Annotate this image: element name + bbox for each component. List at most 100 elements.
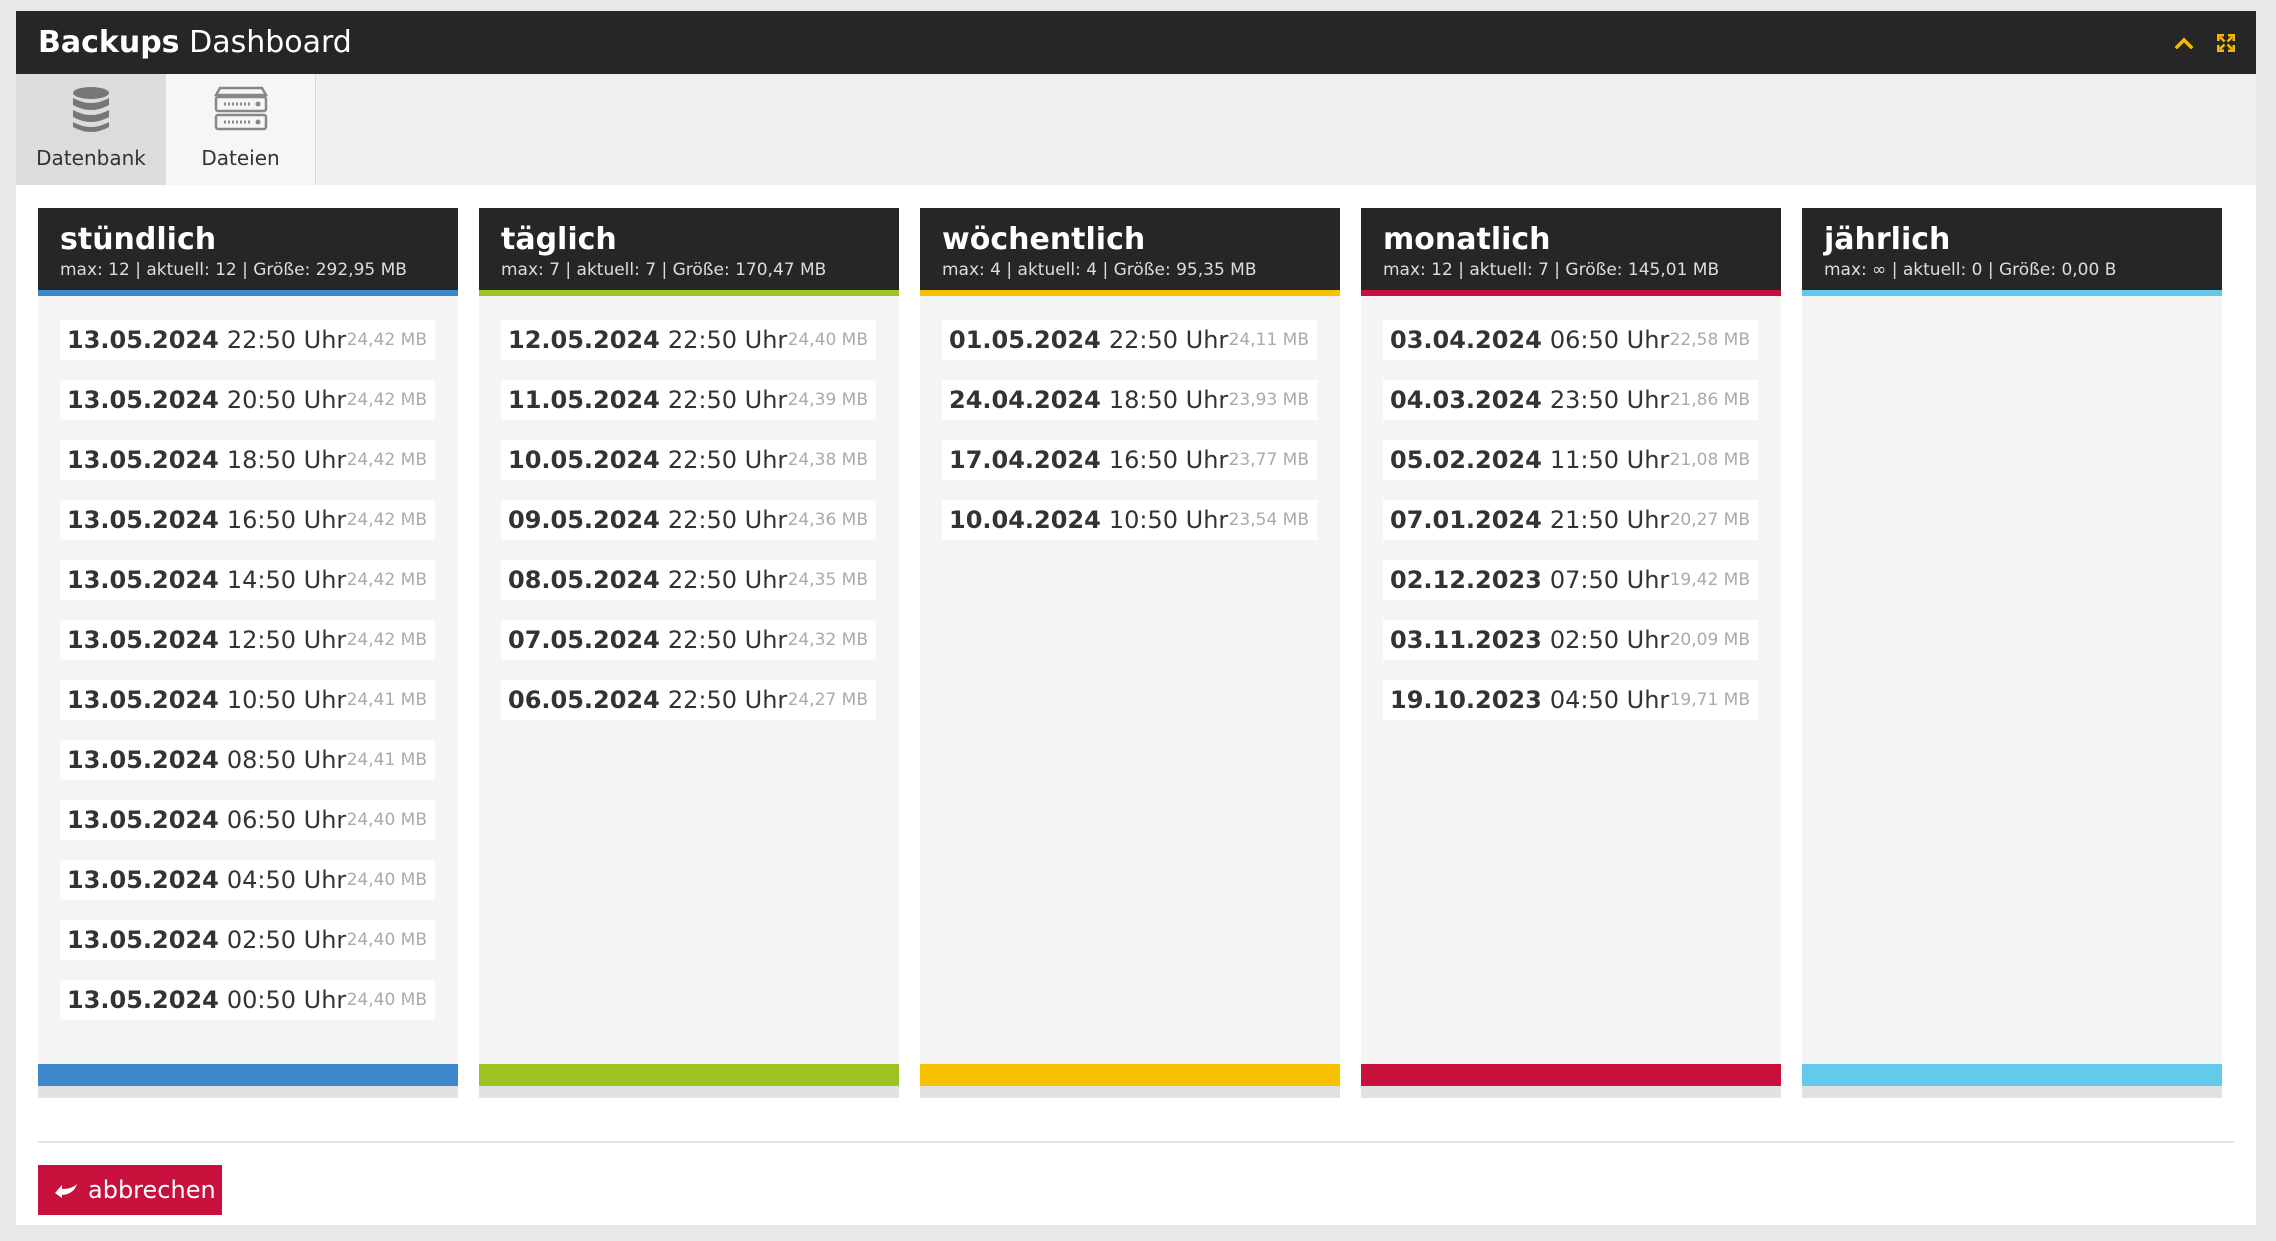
backup-entry[interactable]: 02.12.2023 07:50 Uhr 19,42 MB	[1383, 560, 1758, 600]
backup-entry[interactable]: 12.05.2024 22:50 Uhr 24,40 MB	[501, 320, 876, 360]
backup-date: 03.11.2023	[1390, 626, 1542, 654]
chevron-up-icon	[2175, 37, 2193, 49]
backup-entry[interactable]: 09.05.2024 22:50 Uhr 24,36 MB	[501, 500, 876, 540]
tab-dateien-label: Dateien	[201, 146, 280, 170]
backup-entry[interactable]: 13.05.2024 02:50 Uhr 24,40 MB	[60, 920, 435, 960]
server-icon	[213, 82, 268, 138]
backup-entry[interactable]: 13.05.2024 18:50 Uhr 24,42 MB	[60, 440, 435, 480]
column-footer-bar	[479, 1064, 899, 1086]
tab-datenbank[interactable]: Datenbank	[16, 74, 166, 185]
tab-datenbank-label: Datenbank	[36, 146, 146, 170]
column-meta: max: 7 | aktuell: 7 | Größe: 170,47 MB	[501, 260, 827, 280]
backup-size: 24,42 MB	[346, 390, 427, 410]
backup-size: 24,41 MB	[346, 750, 427, 770]
column-title: wöchentlich	[942, 222, 1146, 257]
backup-date: 13.05.2024	[67, 986, 219, 1014]
column-header: jährlich max: ∞ | aktuell: 0 | Größe: 0,0…	[1802, 208, 2222, 290]
backup-size: 20,27 MB	[1669, 510, 1750, 530]
backup-entry[interactable]: 04.03.2024 23:50 Uhr 21,86 MB	[1383, 380, 1758, 420]
backup-entry[interactable]: 10.04.2024 10:50 Uhr 23,54 MB	[942, 500, 1317, 540]
backup-entry[interactable]: 13.05.2024 14:50 Uhr 24,42 MB	[60, 560, 435, 600]
backup-size: 24,40 MB	[346, 870, 427, 890]
backup-time: 22:50 Uhr	[667, 626, 788, 654]
backup-time: 11:50 Uhr	[1549, 446, 1670, 474]
return-arrow-icon	[54, 1181, 78, 1199]
expand-button[interactable]	[2206, 11, 2246, 74]
backup-size: 21,08 MB	[1669, 450, 1750, 470]
backup-date: 08.05.2024	[508, 566, 660, 594]
backup-entry[interactable]: 10.05.2024 22:50 Uhr 24,38 MB	[501, 440, 876, 480]
backup-entry[interactable]: 07.05.2024 22:50 Uhr 24,32 MB	[501, 620, 876, 660]
backup-date: 01.05.2024	[949, 326, 1101, 354]
backup-size: 19,71 MB	[1669, 690, 1750, 710]
backups-dashboard-window: Backups Dashboard	[16, 11, 2256, 1225]
backup-column-woechentlich: wöchentlich max: 4 | aktuell: 4 | Größe: …	[920, 208, 1340, 1098]
backup-entry[interactable]: 07.01.2024 21:50 Uhr 20,27 MB	[1383, 500, 1758, 540]
backup-entry[interactable]: 13.05.2024 20:50 Uhr 24,42 MB	[60, 380, 435, 420]
backup-size: 21,86 MB	[1669, 390, 1750, 410]
backup-time: 22:50 Uhr	[1108, 326, 1229, 354]
backup-entry[interactable]: 13.05.2024 00:50 Uhr 24,40 MB	[60, 980, 435, 1020]
window-title-strong: Backups	[38, 25, 180, 60]
column-title: jährlich	[1824, 222, 1951, 257]
backup-entry[interactable]: 06.05.2024 22:50 Uhr 24,27 MB	[501, 680, 876, 720]
backup-time: 21:50 Uhr	[1549, 506, 1670, 534]
backup-time: 22:50 Uhr	[667, 326, 788, 354]
column-accent-bar	[479, 290, 899, 296]
backup-date: 09.05.2024	[508, 506, 660, 534]
backup-entry[interactable]: 13.05.2024 06:50 Uhr 24,40 MB	[60, 800, 435, 840]
backup-size: 24,42 MB	[346, 630, 427, 650]
backup-entry[interactable]: 01.05.2024 22:50 Uhr 24,11 MB	[942, 320, 1317, 360]
column-footer-bar	[920, 1064, 1340, 1086]
backup-time: 10:50 Uhr	[1108, 506, 1229, 534]
backup-date: 13.05.2024	[67, 866, 219, 894]
backup-time: 07:50 Uhr	[1549, 566, 1670, 594]
backup-date: 13.05.2024	[67, 566, 219, 594]
backup-date: 13.05.2024	[67, 386, 219, 414]
backup-size: 24,41 MB	[346, 690, 427, 710]
backup-date: 13.05.2024	[67, 506, 219, 534]
backup-size: 23,77 MB	[1228, 450, 1309, 470]
backup-entry[interactable]: 13.05.2024 16:50 Uhr 24,42 MB	[60, 500, 435, 540]
window-titlebar: Backups Dashboard	[16, 11, 2256, 74]
backup-entry[interactable]: 11.05.2024 22:50 Uhr 24,39 MB	[501, 380, 876, 420]
backup-column-stuendlich: stündlich max: 12 | aktuell: 12 | Größe: …	[38, 208, 458, 1098]
backup-entry[interactable]: 13.05.2024 12:50 Uhr 24,42 MB	[60, 620, 435, 660]
cancel-button[interactable]: abbrechen	[38, 1165, 222, 1215]
backup-entry[interactable]: 17.04.2024 16:50 Uhr 23,77 MB	[942, 440, 1317, 480]
backup-time: 10:50 Uhr	[226, 686, 347, 714]
column-meta: max: ∞ | aktuell: 0 | Größe: 0,00 B	[1824, 260, 2117, 280]
footer-divider	[38, 1141, 2234, 1143]
tab-bar: Datenbank Dateien	[16, 74, 2256, 185]
tab-dateien[interactable]: Dateien	[166, 74, 316, 185]
backup-date: 10.05.2024	[508, 446, 660, 474]
backup-entry[interactable]: 13.05.2024 04:50 Uhr 24,40 MB	[60, 860, 435, 900]
backup-entry[interactable]: 13.05.2024 22:50 Uhr 24,42 MB	[60, 320, 435, 360]
backup-entry[interactable]: 03.11.2023 02:50 Uhr 20,09 MB	[1383, 620, 1758, 660]
backup-size: 24,11 MB	[1228, 330, 1309, 350]
backup-date: 13.05.2024	[67, 926, 219, 954]
backup-column-taeglich: täglich max: 7 | aktuell: 7 | Größe: 170,…	[479, 208, 899, 1098]
backup-size: 24,40 MB	[346, 990, 427, 1010]
backup-size: 24,36 MB	[787, 510, 868, 530]
backup-date: 04.03.2024	[1390, 386, 1542, 414]
backup-column-monatlich: monatlich max: 12 | aktuell: 7 | Größe: 1…	[1361, 208, 1781, 1098]
backup-entry[interactable]: 24.04.2024 18:50 Uhr 23,93 MB	[942, 380, 1317, 420]
backup-list: 01.05.2024 22:50 Uhr 24,11 MB 24.04.2024 18:…	[942, 320, 1317, 560]
backup-size: 24,40 MB	[346, 930, 427, 950]
backup-entry[interactable]: 19.10.2023 04:50 Uhr 19,71 MB	[1383, 680, 1758, 720]
collapse-button[interactable]	[2164, 11, 2204, 74]
backup-entry[interactable]: 13.05.2024 10:50 Uhr 24,41 MB	[60, 680, 435, 720]
backup-entry[interactable]: 13.05.2024 08:50 Uhr 24,41 MB	[60, 740, 435, 780]
backup-date: 12.05.2024	[508, 326, 660, 354]
backup-time: 02:50 Uhr	[1549, 626, 1670, 654]
backup-entry[interactable]: 08.05.2024 22:50 Uhr 24,35 MB	[501, 560, 876, 600]
backup-size: 19,42 MB	[1669, 570, 1750, 590]
backup-time: 22:50 Uhr	[667, 566, 788, 594]
column-footer-shade	[38, 1086, 458, 1098]
backup-entry[interactable]: 05.02.2024 11:50 Uhr 21,08 MB	[1383, 440, 1758, 480]
backup-entry[interactable]: 03.04.2024 06:50 Uhr 22,58 MB	[1383, 320, 1758, 360]
column-footer-shade	[479, 1086, 899, 1098]
backup-time: 06:50 Uhr	[1549, 326, 1670, 354]
backup-date: 06.05.2024	[508, 686, 660, 714]
